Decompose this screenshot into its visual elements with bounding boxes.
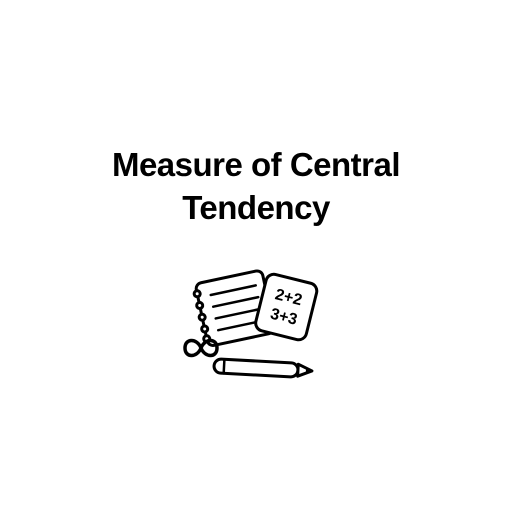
title-line-2: Tendency (182, 189, 330, 226)
math-illustration: 2+2 3+3 (161, 258, 351, 398)
study-materials-icon: 2+2 3+3 (161, 258, 351, 398)
pencil-icon (214, 359, 313, 378)
title-line-1: Measure of Central (112, 146, 400, 183)
page-title: Measure of Central Tendency (112, 144, 400, 230)
